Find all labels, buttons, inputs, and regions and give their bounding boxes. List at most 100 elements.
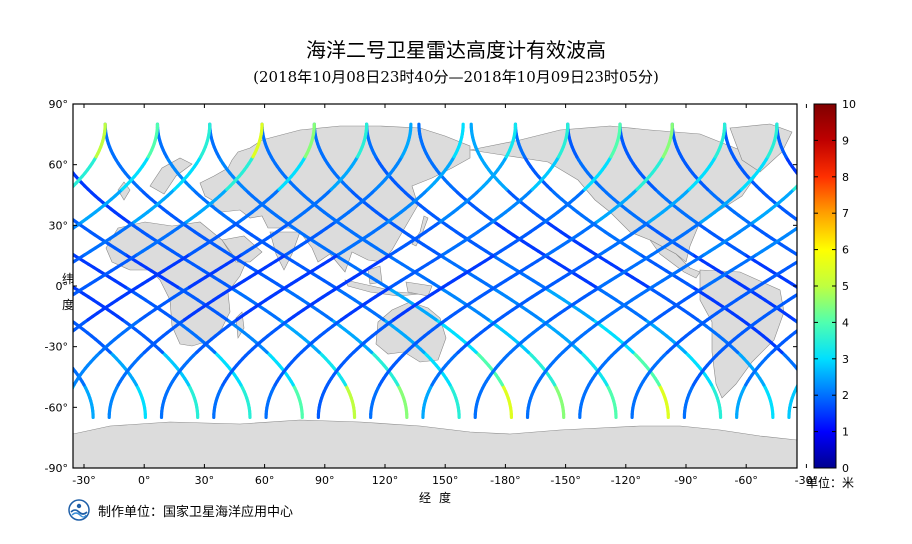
axis-ticks: -30° 0° 30° 60° 90° 120° 150° -180° -150° -120° -9… [45, 98, 819, 487]
colorbar-tick-label: 5 [842, 280, 849, 293]
lon-tick-label: -30° [795, 474, 818, 487]
track-3 [73, 122, 807, 420]
track-segment [59, 150, 61, 153]
track-17 [264, 122, 570, 420]
track-segment [808, 385, 810, 388]
track-segment [51, 202, 55, 205]
track-segment [804, 287, 809, 290]
track-segment [54, 271, 59, 274]
land-borneo [367, 265, 383, 285]
track-segment [809, 284, 814, 287]
track-14 [107, 122, 413, 420]
track-4 [51, 122, 810, 420]
track-segment [73, 252, 75, 257]
track-segment [802, 258, 807, 261]
land-scandinavia [149, 157, 193, 195]
track-segment [63, 193, 67, 196]
track-segment [802, 375, 804, 378]
track-segment [803, 180, 806, 183]
track-16 [212, 122, 518, 420]
track-22 [51, 122, 812, 420]
track-5 [54, 122, 812, 420]
figure-subtitle: (2018年10月08日23时40分—2018年10月09日23时05分) [253, 68, 659, 86]
track-segment [69, 391, 70, 394]
track-segment [809, 170, 812, 173]
track-15 [159, 122, 465, 420]
colorbar-tick-label: 7 [842, 207, 849, 220]
track-segment [807, 369, 810, 372]
colorbar-tick-label: 0 [842, 462, 849, 475]
track-segment [808, 320, 813, 323]
lon-tick-label: 90° [315, 474, 335, 487]
lon-tick-label: 60° [255, 474, 275, 487]
track-24 [54, 122, 809, 420]
track-segment [59, 209, 63, 212]
track-segment [799, 258, 804, 261]
track-segment [799, 290, 804, 293]
track-19 [369, 122, 674, 420]
track-23 [48, 122, 811, 420]
track-segment [800, 176, 803, 179]
track-10 [312, 122, 618, 420]
track-segment [803, 176, 806, 179]
y-axis-label-char2: 度 [62, 298, 75, 312]
track-segment [67, 362, 70, 365]
track-segment [799, 372, 801, 375]
track-segment [66, 189, 69, 192]
track-segment [54, 206, 58, 209]
track-segment [56, 144, 57, 147]
track-segment [60, 154, 62, 157]
track-segment [804, 378, 806, 381]
lon-tick-label: -120° [611, 474, 641, 487]
track-segment [55, 141, 56, 144]
track-segment [805, 225, 810, 228]
y-axis-label-char1: 纬 [62, 272, 75, 286]
track-segment [801, 222, 806, 225]
track-segment [59, 196, 63, 199]
track-segment [64, 359, 67, 362]
colorbar-tick-label: 3 [842, 353, 849, 366]
track-segment [791, 260, 797, 266]
track-segment [809, 186, 812, 189]
lon-tick-label: -180° [490, 474, 520, 487]
track-segment [800, 378, 802, 381]
track-18 [316, 122, 622, 420]
colorbar-tick-label: 10 [842, 98, 856, 111]
track-segment [67, 333, 71, 336]
colorbar-tick-label: 9 [842, 134, 849, 147]
lon-tick-label: -30° [72, 474, 95, 487]
track-segment [811, 391, 812, 394]
track-segment [795, 285, 797, 289]
track-segment [804, 255, 809, 258]
colorbar-tick-label: 4 [842, 316, 849, 329]
track-segment [806, 173, 809, 176]
track-20 [421, 122, 727, 420]
track-segment [68, 167, 70, 170]
land-eurasia [199, 125, 471, 273]
lat-tick-label: 60° [49, 159, 69, 172]
lon-tick-label: -60° [734, 474, 757, 487]
nsoas-logo-icon [68, 499, 90, 521]
track-segment [800, 222, 805, 225]
track-segment [65, 316, 70, 319]
track-segment [803, 323, 807, 326]
track-segment [795, 184, 797, 188]
track-21 [473, 122, 779, 420]
track-segment [800, 180, 803, 183]
track-segment [48, 242, 53, 245]
track-segment [810, 388, 812, 391]
track-segment [73, 217, 78, 224]
swh-tracks [48, 122, 814, 420]
track-segment [73, 218, 74, 220]
track-segment [806, 219, 811, 222]
track-segment [63, 212, 67, 215]
track-segment [51, 202, 55, 205]
track-segment [61, 356, 64, 359]
lat-tick-label: -90° [45, 462, 68, 475]
track-segment [73, 319, 77, 325]
track-segment [54, 134, 55, 137]
track-segment [802, 375, 804, 378]
track-26 [67, 122, 813, 420]
